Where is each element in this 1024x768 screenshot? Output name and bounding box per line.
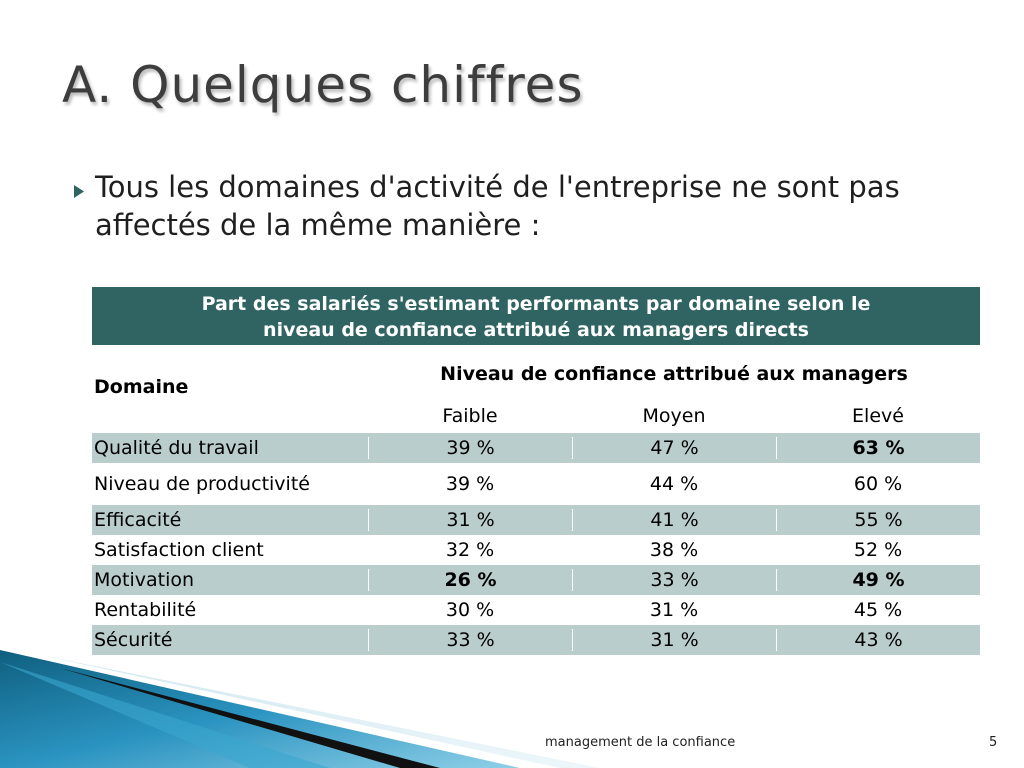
confidence-level-header: Niveau de confiance attribué aux manager… [440,363,908,385]
cell-value: 41 % [572,509,776,531]
cell-value: 33 % [368,629,572,651]
cell-value: 63 % [776,437,980,459]
table-row: Sécurité 33 % 31 % 43 % [92,625,980,655]
cell-value: 31 % [649,599,699,621]
domain-column-header: Domaine [94,376,189,398]
row-domain: Niveau de productivité [94,473,310,495]
cell-value: 43 % [776,629,980,651]
bullet-item: Tous les domaines d'activité de l'entrep… [74,168,974,244]
cell-value: 33 % [572,569,776,591]
table-row: Satisfaction client 32 % 38 % 52 % [92,535,980,565]
page-number: 5 [989,735,998,750]
performance-table: Part des salariés s'estimant performants… [92,287,980,655]
cell-value: 47 % [572,437,776,459]
row-domain: Efficacité [94,509,182,531]
table-row: Qualité du travail 39 % 47 % 63 % [92,433,980,463]
bullet-text: Tous les domaines d'activité de l'entrep… [94,170,900,242]
cell-value: 39 % [368,437,572,459]
caption-line-1: Part des salariés s'estimant performants… [201,293,871,315]
table-row: Niveau de productivité 39 % 44 % 60 % [92,463,980,505]
cell-value: 26 % [368,569,572,591]
table-row: Rentabilité 30 % 31 % 45 % [92,595,980,625]
level-header-faible: Faible [442,405,498,427]
level-header-eleve: Elevé [852,405,904,427]
cell-value: 45 % [853,599,903,621]
slide-title: A. Quelques chiffres [62,56,584,114]
cell-value: 30 % [445,599,495,621]
row-domain: Satisfaction client [94,539,264,561]
cell-value: 55 % [776,509,980,531]
row-domain: Qualité du travail [94,437,259,459]
triangle-bullet-icon [74,168,95,244]
row-domain: Sécurité [94,629,173,651]
cell-value: 31 % [368,509,572,531]
cell-value: 31 % [572,629,776,651]
footer-text: management de la confiance [545,735,736,750]
cell-value: 60 % [853,473,903,495]
table-caption: Part des salariés s'estimant performants… [92,287,980,345]
table-header: Domaine Niveau de confiance attribué aux… [92,345,980,433]
caption-line-2: niveau de confiance attribué aux manager… [263,319,809,341]
level-header-moyen: Moyen [642,405,706,427]
cell-value: 38 % [649,539,699,561]
row-domain: Rentabilité [94,599,197,621]
cell-value: 49 % [776,569,980,591]
cell-value: 39 % [445,473,495,495]
row-domain: Motivation [94,569,195,591]
cell-value: 44 % [649,473,699,495]
cell-value: 32 % [445,539,495,561]
table-row: Motivation 26 % 33 % 49 % [92,565,980,595]
cell-value: 52 % [853,539,903,561]
table-row: Efficacité 31 % 41 % 55 % [92,505,980,535]
